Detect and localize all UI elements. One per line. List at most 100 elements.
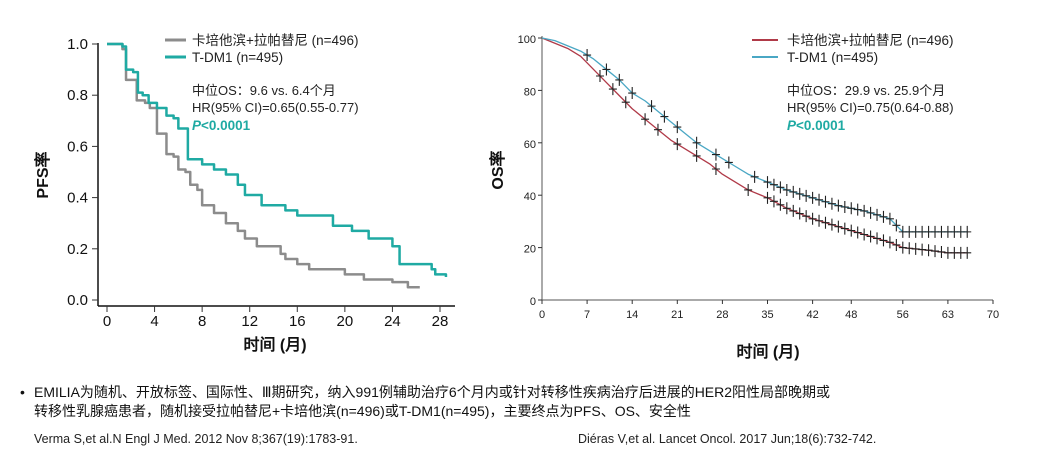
- os-series-caplap-line: [541, 37, 968, 254]
- os-censor-mark-tdm1: [873, 208, 882, 221]
- os-censor-mark-cap_lap: [653, 123, 662, 136]
- os-censor-mark-tdm1: [763, 176, 772, 189]
- os-censor-mark-tdm1: [802, 189, 811, 202]
- os-y-tick-label: 20: [524, 244, 536, 256]
- os-censor-mark-tdm1: [673, 121, 682, 134]
- pfs-p-value: P<0.0001: [192, 118, 251, 133]
- os-censor-mark-tdm1: [853, 203, 862, 216]
- pfs-y-tick-label: 1.0: [67, 36, 88, 53]
- os-y-ticks: 0 20 40 60 80 100: [518, 34, 542, 308]
- os-censor-mark-cap_lap: [673, 138, 682, 151]
- pfs-x-tick-label: 24: [384, 313, 401, 330]
- pfs-x-axis-title: 时间 (月): [243, 335, 306, 354]
- os-median-annotation: 中位OS：29.9 vs. 25.9个月: [787, 83, 945, 98]
- os-x-tick-label: 21: [671, 309, 683, 321]
- os-censor-mark-tdm1: [647, 100, 656, 113]
- pfs-series: [107, 42, 448, 289]
- os-censor-mark-cap_lap: [769, 195, 778, 208]
- os-series-tdm1-line: [541, 37, 968, 233]
- os-censor-mark-tdm1: [602, 63, 611, 76]
- os-censor-mark-cap_lap: [834, 220, 843, 233]
- pfs-x-tick-label: 16: [289, 313, 306, 330]
- os-censor-mark-cap_lap: [918, 243, 927, 256]
- os-censor-mark-cap_lap: [860, 228, 869, 241]
- os-p-number: <0.0001: [796, 118, 846, 133]
- pfs-legend-caplap: 卡培他滨+拉帕替尼 (n=496): [192, 33, 359, 48]
- os-censor-mark-cap_lap: [911, 242, 920, 255]
- os-censor-mark-cap_lap: [641, 113, 650, 126]
- os-censor-mark-tdm1: [963, 225, 972, 238]
- os-censor-mark-cap_lap: [879, 234, 888, 247]
- os-x-tick-label: 7: [584, 309, 590, 321]
- os-censor-mark-tdm1: [892, 219, 901, 232]
- footnote-line-1: EMILIA为随机、开放标签、国际性、Ⅲ期研究，纳入991例辅助治疗6个月内或针…: [34, 384, 831, 400]
- os-y-tick-label: 40: [524, 191, 536, 203]
- os-censor-mark-tdm1: [879, 210, 888, 223]
- os-y-tick-label: 0: [530, 296, 536, 308]
- os-censor-mark-tdm1: [583, 49, 592, 62]
- os-censor-mark-cap_lap: [789, 204, 798, 217]
- os-censor-mark-cap_lap: [866, 230, 875, 243]
- os-censor-mark-tdm1: [692, 136, 701, 149]
- os-censor-mark-cap_lap: [924, 244, 933, 257]
- os-y-tick-label: 100: [518, 34, 536, 46]
- os-censor-mark-cap_lap: [931, 245, 940, 258]
- os-censor-mark-cap_lap: [885, 236, 894, 249]
- os-series: [541, 37, 968, 254]
- os-censor-mark-tdm1: [750, 170, 759, 183]
- os-censor-mark-tdm1: [782, 183, 791, 196]
- os-censor-mark-cap_lap: [782, 202, 791, 215]
- os-x-axis-title: 时间 (月): [736, 342, 799, 361]
- os-x-tick-label: 63: [942, 309, 954, 321]
- os-censor-mark-cap_lap: [763, 191, 772, 204]
- os-censor-mark-cap_lap: [776, 198, 785, 211]
- pfs-hr-annotation: HR(95% CI)=0.65(0.55-0.77): [192, 100, 359, 115]
- pfs-y-ticks: 0.0 0.2 0.4 0.6 0.8 1.0: [67, 36, 98, 309]
- os-censor-mark-cap_lap: [802, 210, 811, 223]
- os-censor-mark-tdm1: [660, 110, 669, 123]
- os-p-value: P<0.0001: [787, 118, 846, 133]
- os-censor-mark-tdm1: [789, 185, 798, 198]
- os-x-tick-label: 0: [539, 309, 545, 321]
- os-censor-mark-cap_lap: [873, 232, 882, 245]
- pfs-y-tick-label: 0.4: [67, 190, 88, 207]
- os-censor-mark-tdm1: [808, 191, 817, 204]
- pfs-series-tdm1-line: [107, 42, 448, 277]
- pfs-x-tick-label: 0: [103, 313, 111, 330]
- os-censor-mark-cap_lap: [898, 241, 907, 254]
- pfs-p-number: <0.0001: [201, 118, 251, 133]
- footnote-line-2: 转移性乳腺癌患者，随机接受拉帕替尼+卡培他滨(n=496)或T-DM1(n=49…: [34, 403, 691, 419]
- os-x-tick-label: 14: [626, 309, 638, 321]
- os-censor-mark-cap_lap: [744, 183, 753, 196]
- os-censor-mark-cap_lap: [937, 245, 946, 258]
- pfs-x-tick-label: 20: [337, 313, 354, 330]
- os-censor-mark-cap_lap: [621, 96, 630, 109]
- study-footnote: • EMILIA为随机、开放标签、国际性、Ⅲ期研究，纳入991例辅助治疗6个月内…: [20, 383, 994, 421]
- os-censor-mark-cap_lap: [853, 226, 862, 239]
- os-censor-mark-tdm1: [847, 202, 856, 215]
- os-censor-mark-cap_lap: [711, 163, 720, 175]
- os-censor-mark-cap_lap: [595, 69, 604, 82]
- os-censor-mark-cap_lap: [821, 216, 830, 229]
- os-censor-mark-cap_lap: [827, 218, 836, 231]
- reference-left: Verma S,et al.N Engl J Med. 2012 Nov 8;3…: [34, 432, 358, 446]
- os-x-tick-label: 28: [716, 309, 728, 321]
- os-censor-mark-tdm1: [840, 200, 849, 213]
- footnote-bullet: •: [20, 384, 25, 400]
- os-legend-tdm1: T-DM1 (n=495): [787, 50, 878, 65]
- os-censor-mark-tdm1: [795, 187, 804, 200]
- os-censor-mark-tdm1: [860, 204, 869, 217]
- os-p-symbol: P: [787, 118, 797, 133]
- os-x-tick-label: 35: [761, 309, 773, 321]
- pfs-chart: 0.0 0.2 0.4 0.6 0.8 1.0 0 4 8 12 16 20 24 28 PFS率 时间…: [33, 33, 455, 354]
- os-censor-mark-tdm1: [885, 212, 894, 225]
- os-censor-mark-tdm1: [711, 148, 720, 161]
- os-censor-mark-cap_lap: [608, 83, 617, 96]
- os-y-tick-label: 80: [524, 86, 536, 98]
- os-censor-mark-tdm1: [834, 199, 843, 212]
- pfs-y-tick-label: 0.6: [67, 138, 88, 155]
- os-x-tick-label: 42: [806, 309, 818, 321]
- os-censor-mark-cap_lap: [892, 238, 901, 251]
- os-censor-mark-tdm1: [815, 193, 824, 206]
- os-censor-mark-tdm1: [866, 206, 875, 219]
